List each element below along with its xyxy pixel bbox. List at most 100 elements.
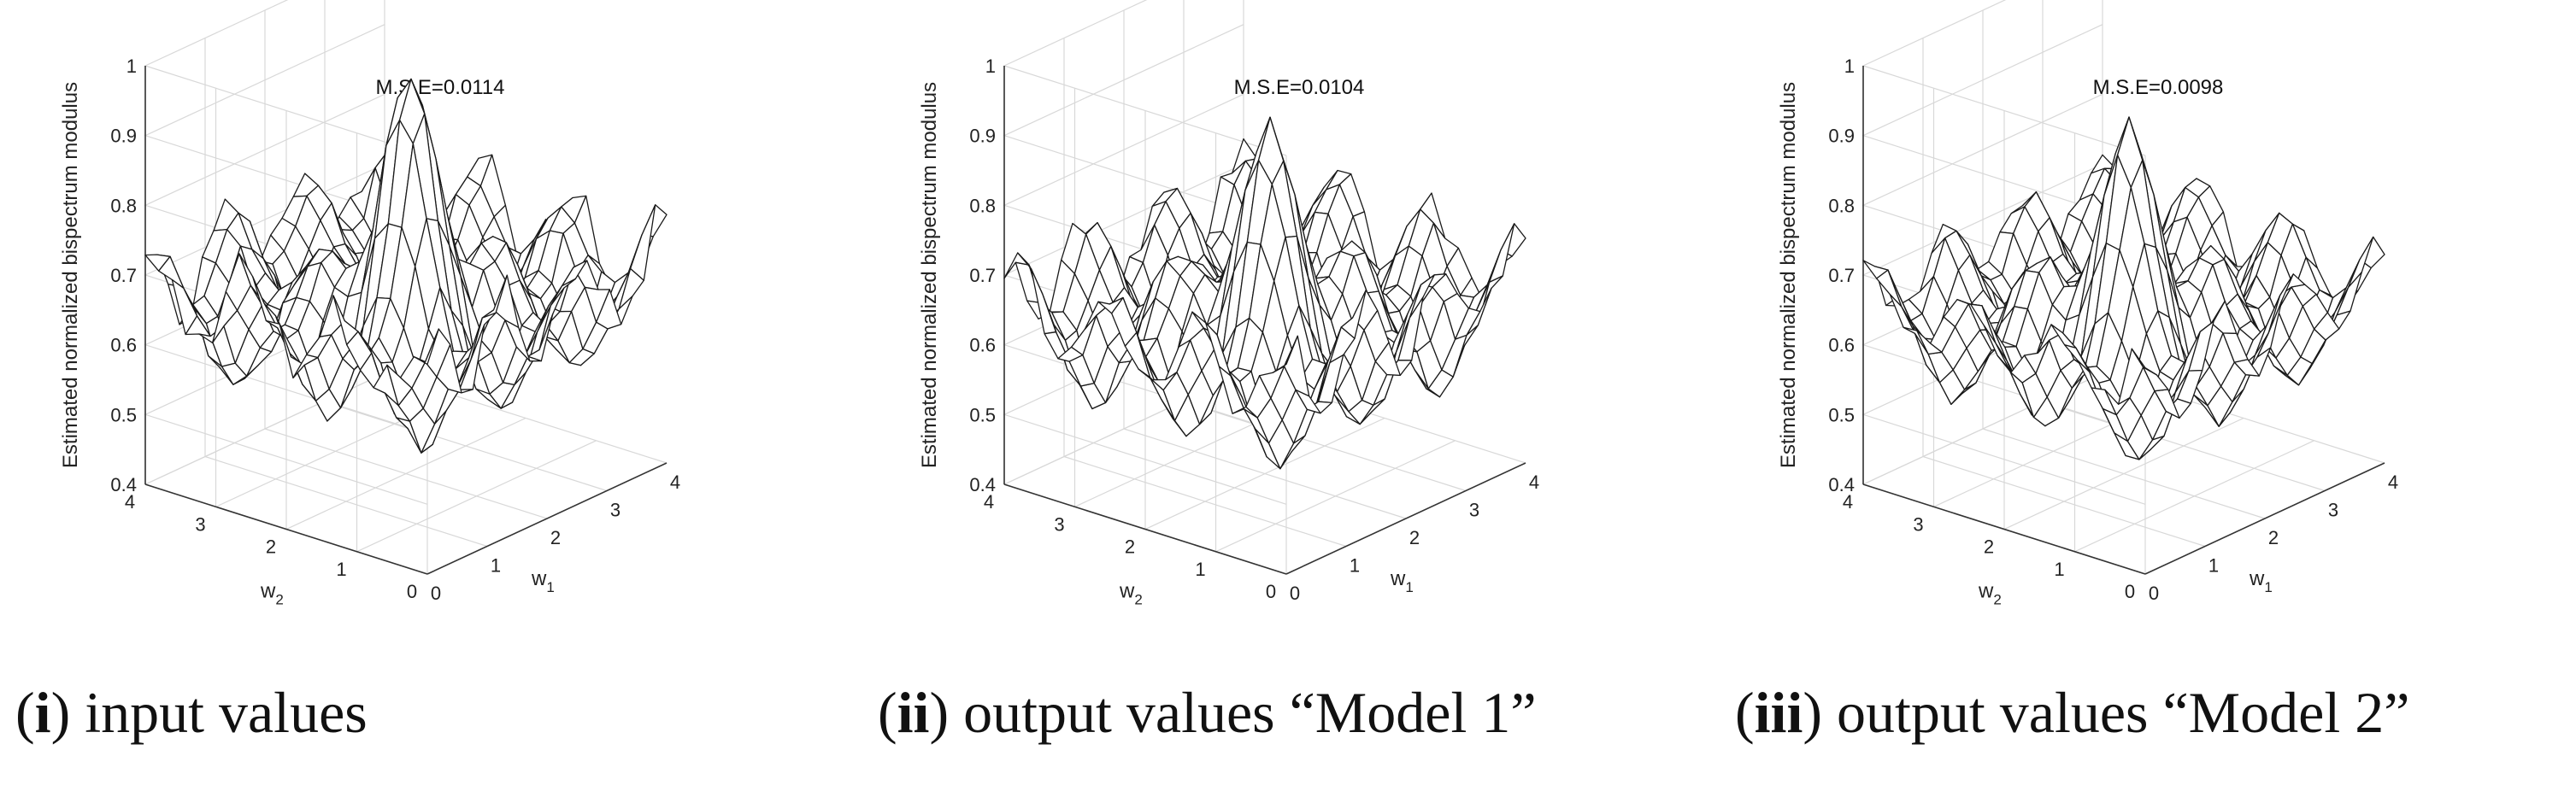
chart-title: M.S.E=0.0114 <box>376 76 505 99</box>
x-tick-label: 2 <box>550 527 561 548</box>
z-tick-label: 0.9 <box>969 126 996 147</box>
z-axis-label: Estimated normalized bispectrum modulus <box>1777 82 1800 468</box>
x-tick-label: 3 <box>1469 500 1479 521</box>
x-axis-label-subscript: 1 <box>1405 579 1413 595</box>
z-tick-label: 1 <box>126 56 137 77</box>
chart-title: M.S.E=0.0104 <box>1234 76 1365 99</box>
x-tick-label: 4 <box>2388 472 2398 493</box>
x-tick-label: 2 <box>2268 527 2279 548</box>
axes <box>1003 66 1526 575</box>
z-tick-label: 0.5 <box>110 404 137 425</box>
y-axis-label-subscript: 2 <box>1134 592 1142 608</box>
y-axis-line <box>1862 483 2146 575</box>
x-tick-label: 1 <box>1350 555 1360 577</box>
x-axis-line <box>426 462 668 575</box>
z-tick-label: 0.6 <box>1828 335 1855 356</box>
chart-panel-1: 0.4 0.5 0.6 0.7 0.8 0.9 1 0 1 2 3 4 0 1 2 3 4 w1 w2 Estimat… <box>0 0 859 791</box>
x-axis-label-subscript: 1 <box>546 579 554 595</box>
y-tick-label: 1 <box>1195 559 1205 580</box>
x-tick-label: 4 <box>670 472 680 493</box>
z-tick-label: 0.4 <box>110 474 137 495</box>
x-tick-label: 0 <box>2149 583 2159 604</box>
surface-plot-2: 0.4 0.5 0.6 0.7 0.8 0.9 1 0 1 2 3 4 0 1 2 3 4 w1 w2 Estimat… <box>918 0 1539 608</box>
z-tick-label: 0.8 <box>969 195 996 216</box>
surface-cell <box>2131 348 2157 376</box>
y-tick-label: 0 <box>1266 581 1276 602</box>
surface-plot-3: 0.4 0.5 0.6 0.7 0.8 0.9 1 0 1 2 3 4 0 1 2 3 4 w1 w2 Estimat… <box>1777 0 2398 608</box>
x-axis-line <box>2144 462 2385 575</box>
x-axis-line <box>1285 462 1526 575</box>
x-tick-label: 4 <box>1529 472 1539 493</box>
x-axis-label: w1 <box>1390 567 1414 595</box>
caption-number-2: ii <box>897 680 930 745</box>
surface-cell <box>1272 335 1298 373</box>
caption-text-3: output values “Model 2” <box>1837 680 2410 745</box>
y-tick-label: 1 <box>2054 559 2064 580</box>
z-tick-label: 0.8 <box>1828 195 1855 216</box>
z-tick-label: 0.9 <box>110 126 137 147</box>
z-tick-label: 0.4 <box>969 474 996 495</box>
y-axis-line <box>1003 483 1287 575</box>
surface-mesh <box>144 78 668 454</box>
z-tick-label: 0.5 <box>1828 404 1855 425</box>
x-tick-label: 1 <box>2208 555 2219 577</box>
y-axis-label: w2 <box>260 580 284 608</box>
chart-panel-2: 0.4 0.5 0.6 0.7 0.8 0.9 1 0 1 2 3 4 0 1 2 3 4 w1 w2 Estimat… <box>859 0 1718 791</box>
z-tick-label: 0.7 <box>969 265 996 286</box>
y-axis-label-subscript: 2 <box>275 592 283 608</box>
x-axis-label-subscript: 1 <box>2264 579 2272 595</box>
y-tick-label: 4 <box>1843 491 1853 513</box>
y-axis-label: w2 <box>1119 580 1143 608</box>
caption-text-1: input values <box>85 680 368 745</box>
x-axis-label: w1 <box>531 567 555 595</box>
caption-1: (i) input values <box>15 680 368 745</box>
y-tick-label: 2 <box>1125 536 1135 558</box>
x-tick-label: 3 <box>2328 500 2338 521</box>
surface-plot-1: 0.4 0.5 0.6 0.7 0.8 0.9 1 0 1 2 3 4 0 1 2 3 4 w1 w2 Estimat… <box>59 0 680 608</box>
chart-panel-3: 0.4 0.5 0.6 0.7 0.8 0.9 1 0 1 2 3 4 0 1 2 3 4 w1 w2 Estimat… <box>1718 0 2576 791</box>
y-tick-label: 4 <box>125 491 135 513</box>
z-axis-label: Estimated normalized bispectrum modulus <box>59 82 82 468</box>
z-tick-label: 0.8 <box>110 195 137 216</box>
x-tick-label: 2 <box>1409 527 1420 548</box>
z-axis-label: Estimated normalized bispectrum modulus <box>918 82 941 468</box>
y-tick-label: 3 <box>195 513 205 535</box>
caption-number-3: iii <box>1754 680 1803 745</box>
y-axis-label: w2 <box>1978 580 2002 608</box>
x-tick-label: 3 <box>610 500 620 521</box>
x-tick-label: 1 <box>491 555 501 577</box>
axes <box>144 66 668 575</box>
caption-text-2: output values “Model 1” <box>963 680 1537 745</box>
y-tick-label: 3 <box>1054 513 1064 535</box>
caption-number-1: i <box>34 680 51 745</box>
z-tick-label: 0.4 <box>1828 474 1855 495</box>
y-tick-label: 3 <box>1913 513 1923 535</box>
y-tick-label: 2 <box>266 536 276 558</box>
surface-mesh <box>1003 116 1526 470</box>
x-tick-label: 0 <box>1290 583 1300 604</box>
axes <box>1862 66 2385 575</box>
z-tick-label: 0.9 <box>1828 126 1855 147</box>
z-tick-label: 0.7 <box>1828 265 1855 286</box>
surface-cell <box>629 204 656 281</box>
z-tick-label: 0.6 <box>110 335 137 356</box>
z-tick-label: 0.5 <box>969 404 996 425</box>
z-tick-label: 0.6 <box>969 335 996 356</box>
y-tick-label: 4 <box>984 491 994 513</box>
y-axis-label-subscript: 2 <box>1993 592 2001 608</box>
x-tick-label: 0 <box>431 583 441 604</box>
z-tick-label: 1 <box>1844 56 1855 77</box>
z-tick-label: 1 <box>985 56 996 77</box>
y-tick-label: 1 <box>336 559 346 580</box>
caption-2: (ii) output values “Model 1” <box>878 680 1537 745</box>
y-tick-label: 0 <box>407 581 417 602</box>
x-axis-label: w1 <box>2249 567 2273 595</box>
z-tick-label: 0.7 <box>110 265 137 286</box>
y-tick-label: 2 <box>1984 536 1994 558</box>
surface-mesh <box>1862 116 2385 460</box>
y-tick-label: 0 <box>2125 581 2135 602</box>
chart-title: M.S.E=0.0098 <box>2093 76 2224 99</box>
y-axis-line <box>144 483 428 575</box>
caption-3: (iii) output values “Model 2” <box>1735 680 2410 745</box>
surface-cell <box>413 328 439 366</box>
